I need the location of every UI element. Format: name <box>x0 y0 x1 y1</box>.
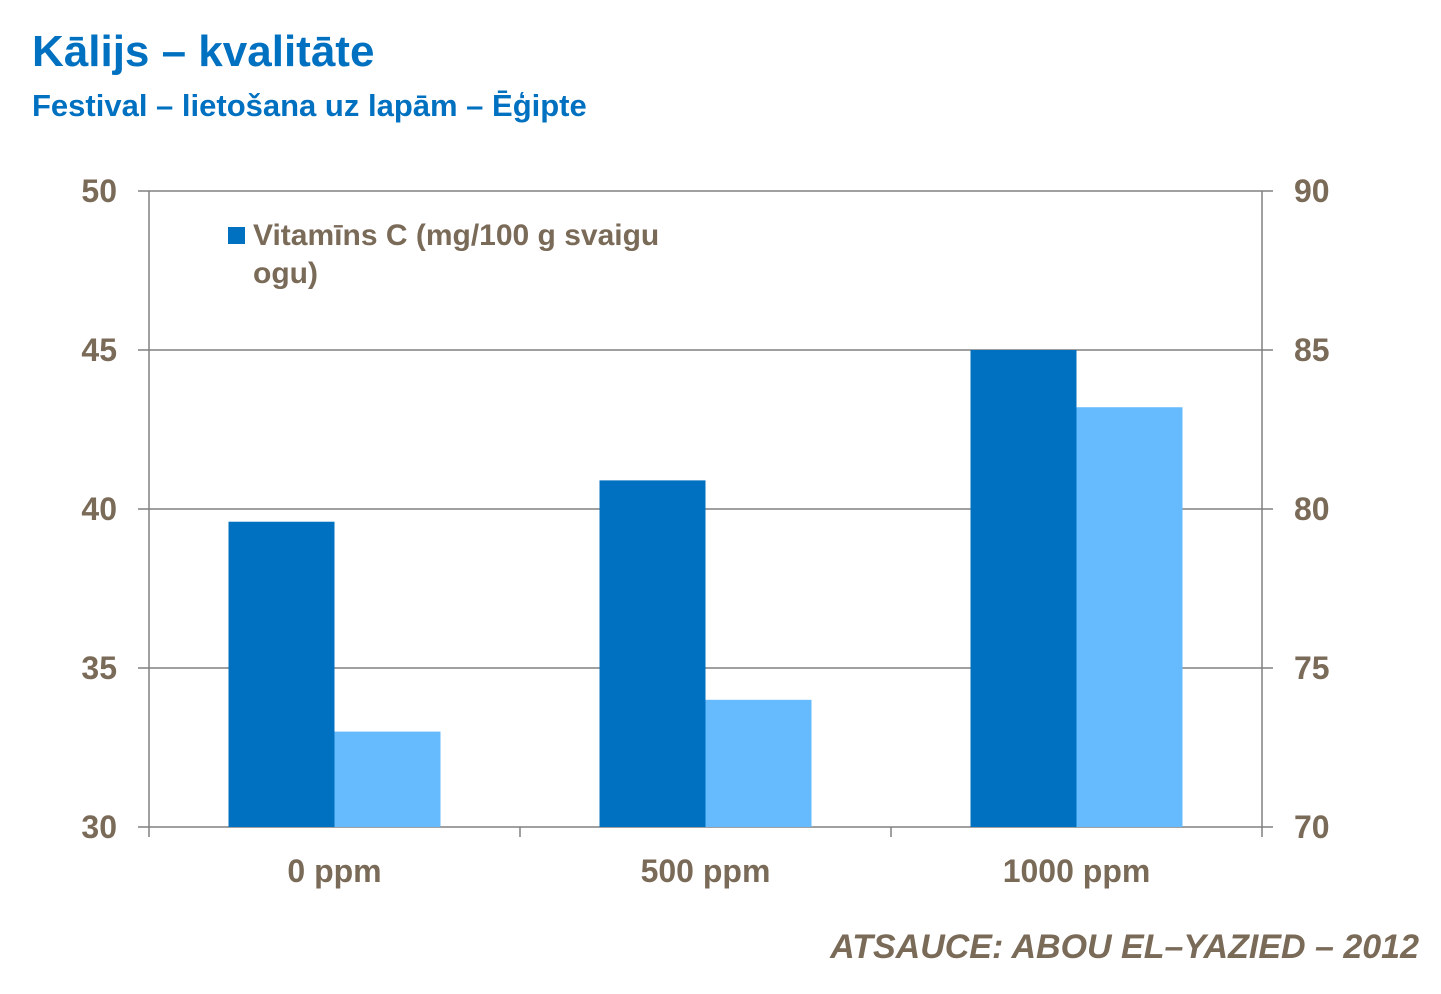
legend-label: ogu) <box>253 257 318 290</box>
y-left-tick-label: 30 <box>81 809 117 845</box>
axis-labels: 30 70 35 75 40 80 45 85 50 90 0 ppm 500 ppm 1000 ppm <box>81 173 1329 889</box>
chart-title: Kālijs – kvalitāte <box>32 27 375 76</box>
source-citation: ATSAUCE: ABOU EL–YAZIED – 2012 <box>830 928 1419 966</box>
y-left-tick-label: 35 <box>81 650 117 686</box>
legend-label: Vitamīns C (mg/100 g svaigu <box>253 219 659 252</box>
bars <box>228 350 1183 827</box>
axes <box>148 191 1263 837</box>
y-left-tick-label: 45 <box>81 332 117 368</box>
y-left-tick-label: 50 <box>81 173 117 209</box>
bar-secondary-series <box>334 731 441 827</box>
x-category-label: 500 ppm <box>641 853 771 889</box>
bar-vitamin-c <box>228 521 335 827</box>
y-right-tick-label: 80 <box>1294 491 1330 527</box>
legend: Vitamīns C (mg/100 g svaigu ogu) <box>228 219 659 290</box>
bar-vitamin-c <box>970 350 1077 827</box>
y-right-tick-label: 85 <box>1294 332 1330 368</box>
y-right-tick-label: 90 <box>1294 173 1330 209</box>
chart-subtitle: Festival – lietošana uz lapām – Ēģipte <box>32 88 587 123</box>
y-right-tick-label: 70 <box>1294 809 1330 845</box>
bar-vitamin-c <box>599 480 706 827</box>
x-category-label: 1000 ppm <box>1003 853 1151 889</box>
y-right-tick-label: 75 <box>1294 650 1330 686</box>
y-left-tick-label: 40 <box>81 491 117 527</box>
bar-secondary-series <box>705 699 812 827</box>
x-category-label: 0 ppm <box>287 853 381 889</box>
bar-secondary-series <box>1076 407 1183 827</box>
legend-swatch <box>228 227 245 244</box>
